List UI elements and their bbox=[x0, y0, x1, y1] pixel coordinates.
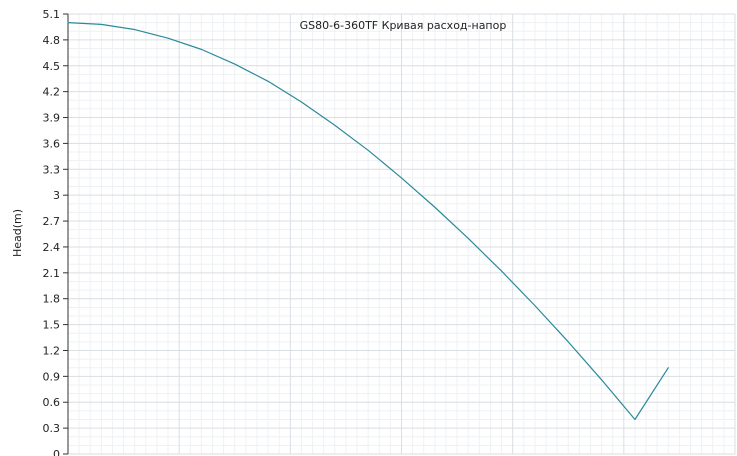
y-tick-label: 2.4 bbox=[43, 241, 61, 254]
chart-title: GS80-6-360TF Кривая расход-напор bbox=[300, 19, 507, 32]
y-tick-label: 0.3 bbox=[43, 422, 61, 435]
y-tick-label: 3.3 bbox=[43, 163, 61, 176]
y-tick-label: 3.9 bbox=[43, 112, 61, 125]
y-tick-label: 3.6 bbox=[43, 137, 61, 150]
y-tick-label: 1.8 bbox=[43, 293, 61, 306]
y-axis-title: Head(m) bbox=[11, 209, 24, 257]
series-layer bbox=[67, 22, 669, 421]
y-tick-label: 3 bbox=[53, 189, 60, 202]
y-tick-label: 2.1 bbox=[43, 267, 61, 280]
y-tick-label: 1.2 bbox=[43, 344, 61, 357]
y-tick-label: 2.7 bbox=[43, 215, 61, 228]
y-tick-label: 4.2 bbox=[43, 86, 61, 99]
y-axis: 0 0.3 0.6 0.9 1.2 1.5 1.8 2.1 2.4 2.7 3 3.3 3.6 3.9 4.… bbox=[43, 8, 69, 456]
y-tick-label: 4.5 bbox=[43, 60, 61, 73]
y-tick-label: 4.8 bbox=[43, 34, 61, 47]
y-tick-label: 0 bbox=[53, 448, 60, 456]
y-tick-label: 5.1 bbox=[43, 8, 61, 21]
y-tick-label: 1.5 bbox=[43, 319, 61, 332]
series-line-0 bbox=[67, 22, 669, 421]
y-tick-label: 0.9 bbox=[43, 370, 61, 383]
y-tick-label: 0.6 bbox=[43, 396, 61, 409]
